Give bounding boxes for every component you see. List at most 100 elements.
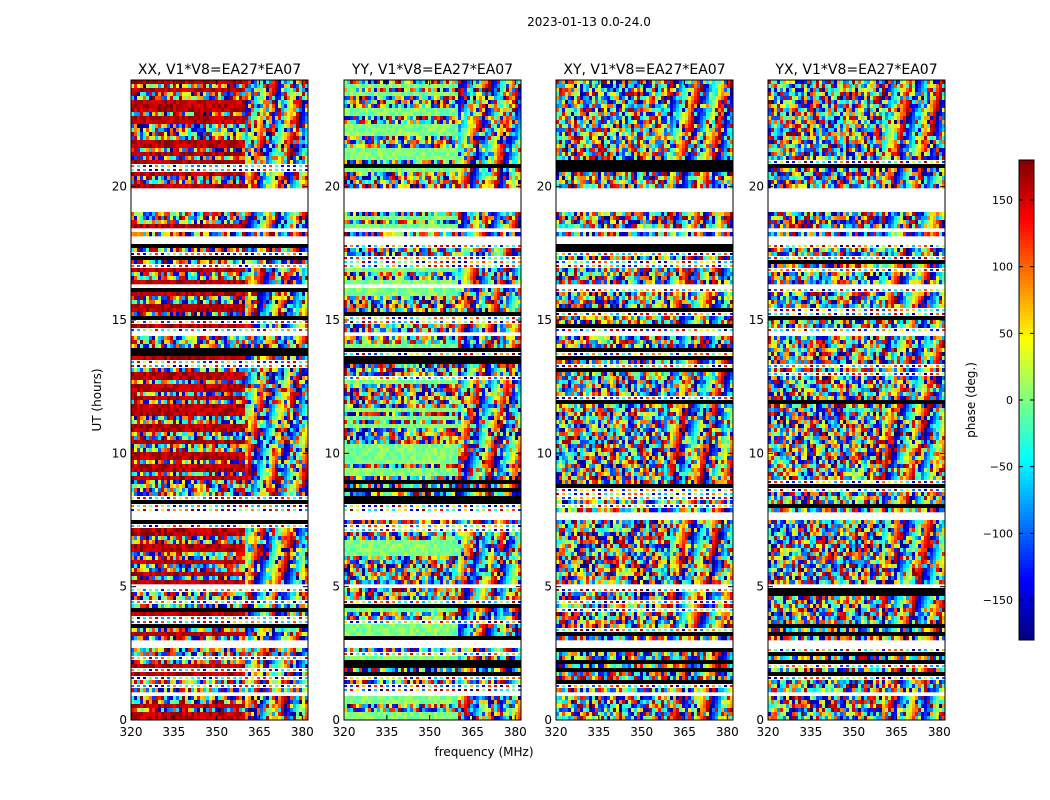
- colorbar-segment: [1019, 436, 1034, 441]
- y-tick-label: 5: [756, 580, 764, 594]
- colorbar-segment: [1019, 560, 1034, 565]
- colorbar-segment: [1019, 588, 1034, 593]
- panel-title-yy: YY, V1*V8=EA27*EA07: [351, 62, 513, 78]
- colorbar-segment: [1019, 408, 1034, 413]
- panel-frame-yx: [767, 79, 946, 721]
- colorbar-segment: [1019, 568, 1034, 573]
- colorbar-segment: [1019, 548, 1034, 553]
- colorbar-segment: [1019, 328, 1034, 333]
- x-tick-label: 380: [928, 725, 951, 739]
- colorbar-segment: [1019, 368, 1034, 373]
- colorbar-segment: [1019, 300, 1034, 305]
- panel-title-xy: XY, V1*V8=EA27*EA07: [563, 62, 725, 78]
- colorbar-segment: [1019, 388, 1034, 393]
- colorbar-segment: [1019, 476, 1034, 481]
- x-tick-label: 365: [461, 725, 484, 739]
- colorbar-segment: [1019, 164, 1034, 169]
- colorbar-segment: [1019, 552, 1034, 557]
- colorbar-segment: [1019, 576, 1034, 581]
- colorbar-segment: [1019, 632, 1034, 637]
- colorbar-segment: [1019, 584, 1034, 589]
- colorbar-segment: [1019, 312, 1034, 317]
- colorbar-segment: [1019, 400, 1034, 405]
- colorbar-segment: [1019, 572, 1034, 577]
- colorbar-segment: [1019, 216, 1034, 221]
- colorbar-segment: [1019, 636, 1034, 641]
- colorbar-segment: [1019, 464, 1034, 469]
- colorbar-segment: [1019, 404, 1034, 409]
- colorbar-segment: [1019, 256, 1034, 261]
- x-tick-label: 335: [162, 725, 185, 739]
- y-tick-label: 10: [537, 446, 552, 460]
- colorbar-segment: [1019, 628, 1034, 633]
- y-tick-label: 0: [332, 713, 340, 727]
- colorbar-segment: [1019, 528, 1034, 533]
- panel-frame-xy: [555, 79, 734, 721]
- colorbar-segment: [1019, 352, 1034, 357]
- y-tick-label: 10: [749, 446, 764, 460]
- colorbar-tick-label: 150: [992, 194, 1013, 207]
- colorbar-tick-label: 0: [1006, 394, 1013, 407]
- x-tick-label: 380: [291, 725, 314, 739]
- colorbar-segment: [1019, 564, 1034, 569]
- colorbar-segment: [1019, 272, 1034, 277]
- colorbar-segment: [1019, 484, 1034, 489]
- colorbar-segment: [1019, 172, 1034, 177]
- colorbar-segment: [1019, 432, 1034, 437]
- colorbar-segment: [1019, 308, 1034, 313]
- colorbar-segment: [1019, 220, 1034, 225]
- x-tick-label: 380: [716, 725, 739, 739]
- colorbar-segment: [1019, 600, 1034, 605]
- x-tick-label: 335: [375, 725, 398, 739]
- phase-image-xx: [131, 80, 308, 720]
- phase-image-yx: [768, 80, 945, 720]
- colorbar-segment: [1019, 336, 1034, 341]
- colorbar-segment: [1019, 228, 1034, 233]
- colorbar-segment: [1019, 248, 1034, 253]
- colorbar-segment: [1019, 440, 1034, 445]
- x-tick-label: 350: [205, 725, 228, 739]
- x-tick-label: 320: [333, 725, 356, 739]
- panel-xx: XX, V1*V8=EA27*EA07 320 335 350 365 380 0 5 10 15…: [112, 62, 314, 739]
- colorbar-segment: [1019, 168, 1034, 173]
- colorbar-segment: [1019, 200, 1034, 205]
- colorbar-segment: [1019, 480, 1034, 485]
- colorbar-segment: [1019, 492, 1034, 497]
- colorbar-tick-label: 100: [992, 261, 1013, 274]
- x-tick-label: 320: [545, 725, 568, 739]
- y-tick-label: 5: [544, 580, 552, 594]
- colorbar-segment: [1019, 488, 1034, 493]
- x-tick-label: 320: [120, 725, 143, 739]
- panels-group: XX, V1*V8=EA27*EA07 320 335 350 365 380 0 5 10 15…: [112, 62, 951, 739]
- colorbar-segment: [1019, 536, 1034, 541]
- y-tick-label: 15: [537, 313, 552, 327]
- colorbar-segment: [1019, 180, 1034, 185]
- colorbar-segment: [1019, 204, 1034, 209]
- colorbar-segment: [1019, 176, 1034, 181]
- colorbar-segment: [1019, 420, 1034, 425]
- colorbar-segment: [1019, 280, 1034, 285]
- panel-title-xx: XX, V1*V8=EA27*EA07: [138, 62, 301, 78]
- colorbar-segment: [1019, 428, 1034, 433]
- x-tick-label: 335: [587, 725, 610, 739]
- colorbar-segment: [1019, 208, 1034, 213]
- colorbar-segment: [1019, 392, 1034, 397]
- y-tick-label: 10: [112, 446, 127, 460]
- colorbar-tick-label: −150: [983, 594, 1013, 607]
- colorbar-segment: [1019, 596, 1034, 601]
- colorbar-segment: [1019, 360, 1034, 365]
- y-tick-label: 20: [749, 180, 764, 194]
- colorbar-segment: [1019, 624, 1034, 629]
- colorbar-segment: [1019, 292, 1034, 297]
- colorbar-segment: [1019, 324, 1034, 329]
- colorbar-segment: [1019, 372, 1034, 377]
- y-tick-label: 20: [325, 180, 340, 194]
- colorbar-segment: [1019, 264, 1034, 269]
- colorbar-segment: [1019, 316, 1034, 321]
- y-tick-label: 20: [112, 180, 127, 194]
- colorbar-segment: [1019, 396, 1034, 401]
- colorbar: 150 100 50 0 −50 −100 −150: [983, 159, 1035, 641]
- colorbar-segment: [1019, 472, 1034, 477]
- colorbar-segment: [1019, 364, 1034, 369]
